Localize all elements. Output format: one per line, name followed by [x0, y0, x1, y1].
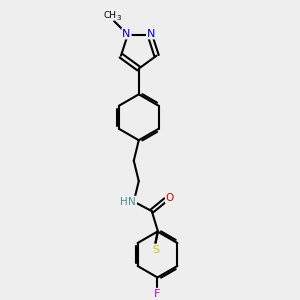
Text: 3: 3: [116, 15, 121, 21]
Text: N: N: [122, 28, 131, 38]
Text: O: O: [166, 193, 174, 203]
Text: F: F: [154, 289, 161, 299]
Text: H: H: [120, 196, 128, 207]
Text: S: S: [152, 244, 159, 254]
Text: N: N: [128, 196, 136, 207]
Text: N: N: [147, 28, 155, 38]
Text: CH: CH: [103, 11, 116, 20]
